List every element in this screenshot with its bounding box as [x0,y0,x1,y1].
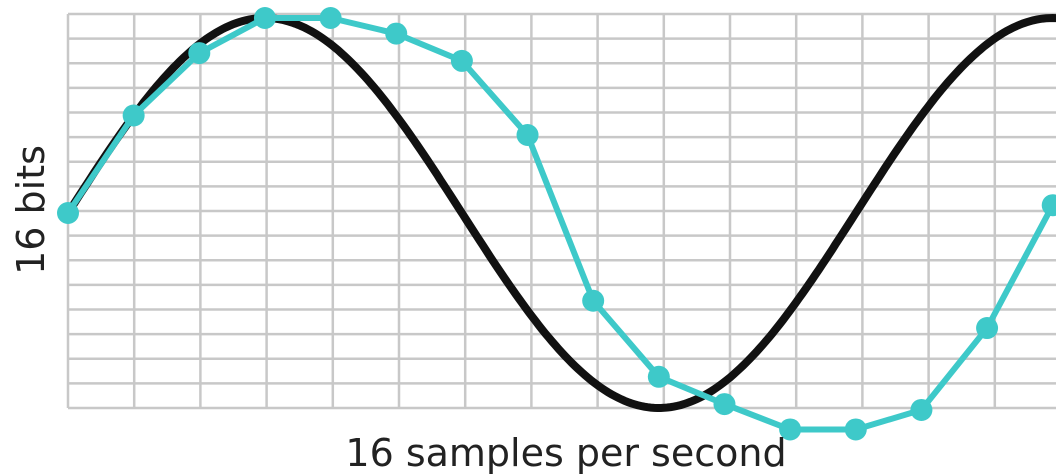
sample-point [779,418,802,441]
sample-point [122,104,145,127]
sample-point [844,418,867,441]
sample-point [582,289,605,312]
sampled-signal-line [65,15,1056,433]
grid [66,12,1056,410]
sample-point [450,49,473,72]
sample-point [976,317,999,340]
sample-point [57,202,79,224]
sample-point [385,22,408,45]
sample-point [516,124,539,146]
y-axis-label: 16 bits [9,145,53,275]
analog-signal-line [64,13,1056,412]
sample-points [57,7,1056,441]
sample-point [188,42,211,65]
sample-point [647,365,670,388]
sample-point [319,7,342,29]
sample-point [1041,194,1056,217]
sample-point [253,7,276,29]
sample-point [910,398,933,421]
sample-point [713,393,736,416]
x-axis-label: 16 samples per second [345,431,786,474]
